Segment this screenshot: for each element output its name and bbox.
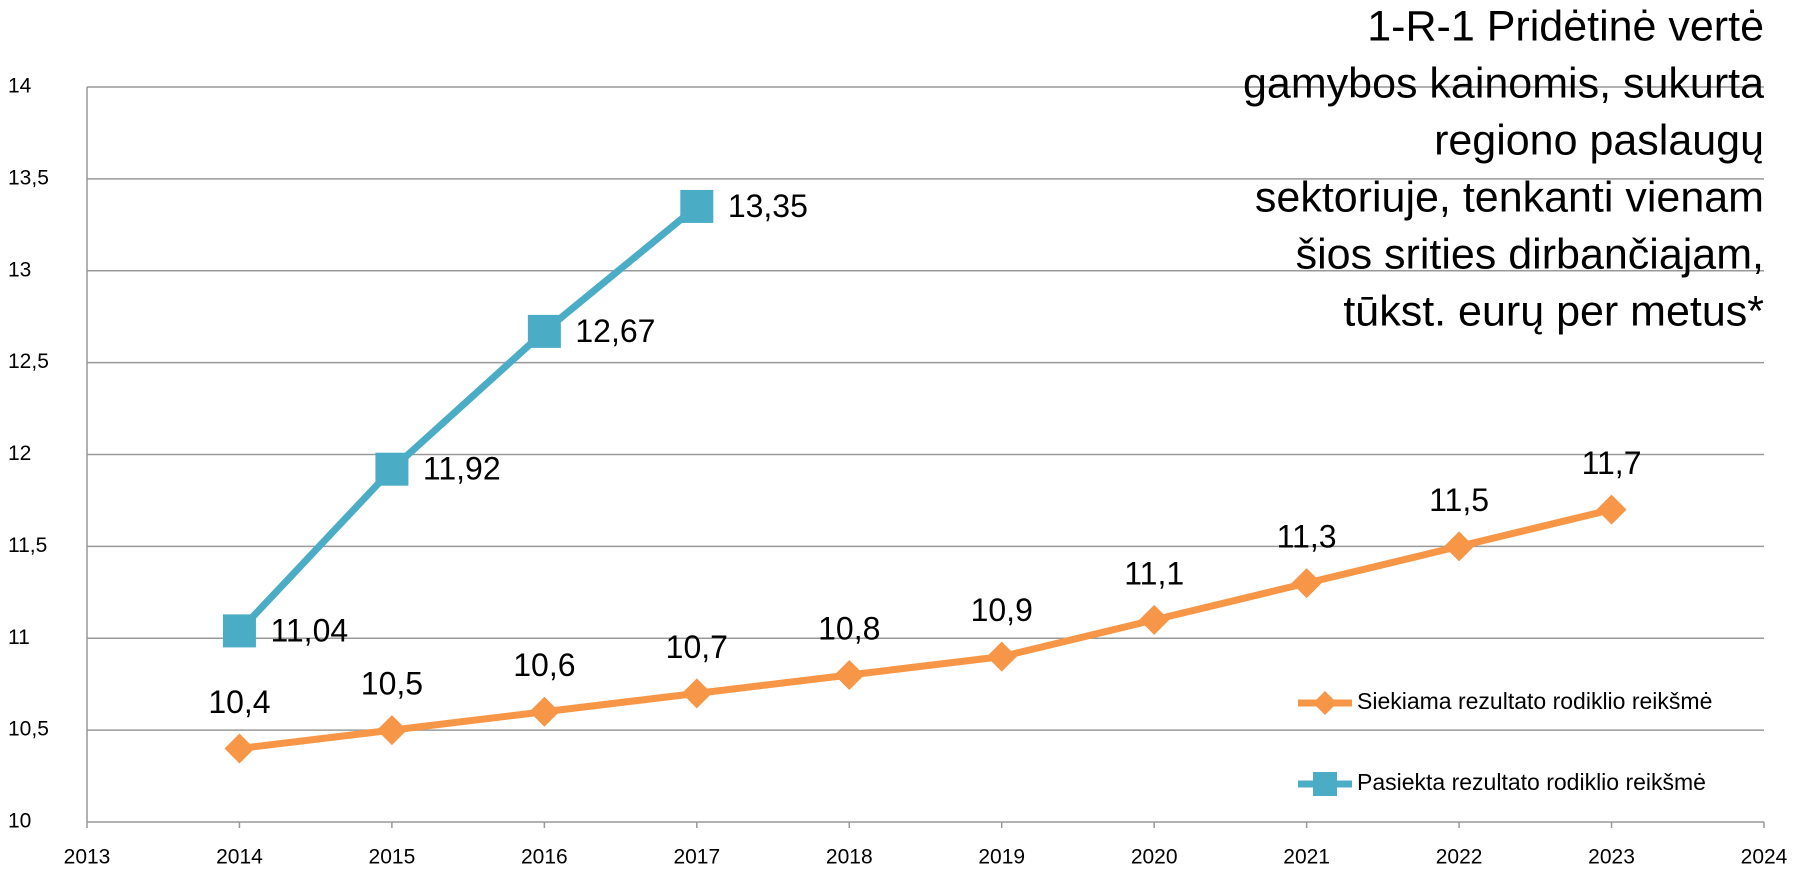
data-label: 12,67 (575, 313, 655, 349)
x-tick-label: 2016 (521, 846, 568, 869)
y-tick-label: 13,5 (8, 166, 49, 189)
marker (224, 733, 255, 764)
legend-label: Siekiama rezultato rodiklio reikšmė (1357, 688, 1712, 714)
data-label: 10,4 (208, 684, 270, 720)
marker (1596, 494, 1627, 525)
data-label: 10,9 (971, 592, 1033, 628)
chart-title: sektoriuje, tenkanti vienam (1255, 173, 1764, 221)
marker (1444, 531, 1475, 562)
y-tick-label: 10 (8, 810, 31, 833)
x-tick-label: 2015 (369, 846, 416, 869)
data-label: 11,04 (270, 612, 348, 648)
data-label: 10,5 (361, 666, 423, 702)
chart-title: šios srities dirbančiajam, (1296, 230, 1764, 278)
marker (375, 452, 409, 486)
y-tick-label: 11 (8, 626, 30, 649)
marker (222, 614, 256, 648)
data-label: 10,7 (666, 629, 728, 665)
chart-title: gamybos kainomis, sukurta (1243, 59, 1764, 107)
marker (986, 641, 1017, 672)
y-tick-label: 12,5 (8, 350, 49, 373)
data-label: 11,5 (1429, 482, 1489, 518)
marker (527, 314, 561, 348)
x-tick-label: 2023 (1588, 846, 1635, 869)
marker (834, 660, 865, 690)
chart-title: 1-R-1 Pridėtinė vertė (1367, 2, 1764, 50)
data-label: 10,8 (818, 610, 880, 646)
y-tick-label: 13 (8, 258, 31, 281)
x-tick-label: 2020 (1131, 846, 1178, 869)
x-tick-label: 2024 (1741, 846, 1788, 869)
x-tick-label: 2018 (826, 846, 873, 869)
data-label: 11,1 (1124, 555, 1184, 591)
data-label: 11,3 (1277, 519, 1337, 555)
chart-title: regiono paslaugų (1434, 116, 1764, 164)
series-line (236, 203, 700, 634)
x-tick-label: 2022 (1436, 846, 1483, 869)
marker (680, 189, 714, 223)
legend-marker (1313, 772, 1337, 796)
data-label: 11,92 (423, 451, 501, 487)
y-tick-label: 14 (8, 75, 32, 98)
marker (681, 678, 712, 709)
x-tick-label: 2013 (64, 846, 111, 869)
marker (1139, 604, 1170, 635)
x-tick-label: 2021 (1283, 846, 1330, 869)
series-line (239, 506, 1613, 752)
x-tick-label: 2017 (673, 846, 720, 869)
y-tick-label: 10,5 (8, 718, 49, 741)
y-tick-label: 12 (8, 442, 31, 465)
marker (376, 715, 407, 746)
y-tick-label: 11,5 (8, 534, 47, 557)
data-label: 10,6 (513, 647, 575, 683)
chart-title: tūkst. eurų per metus* (1343, 287, 1764, 335)
marker (1291, 568, 1322, 599)
x-tick-label: 2014 (216, 846, 263, 869)
legend-marker (1313, 691, 1337, 715)
x-tick-label: 2019 (978, 846, 1025, 869)
legend-label: Pasiekta rezultato rodiklio reikšmė (1357, 769, 1706, 795)
data-label: 11,7 (1582, 445, 1642, 481)
marker (529, 696, 560, 727)
data-label: 13,35 (728, 188, 808, 224)
